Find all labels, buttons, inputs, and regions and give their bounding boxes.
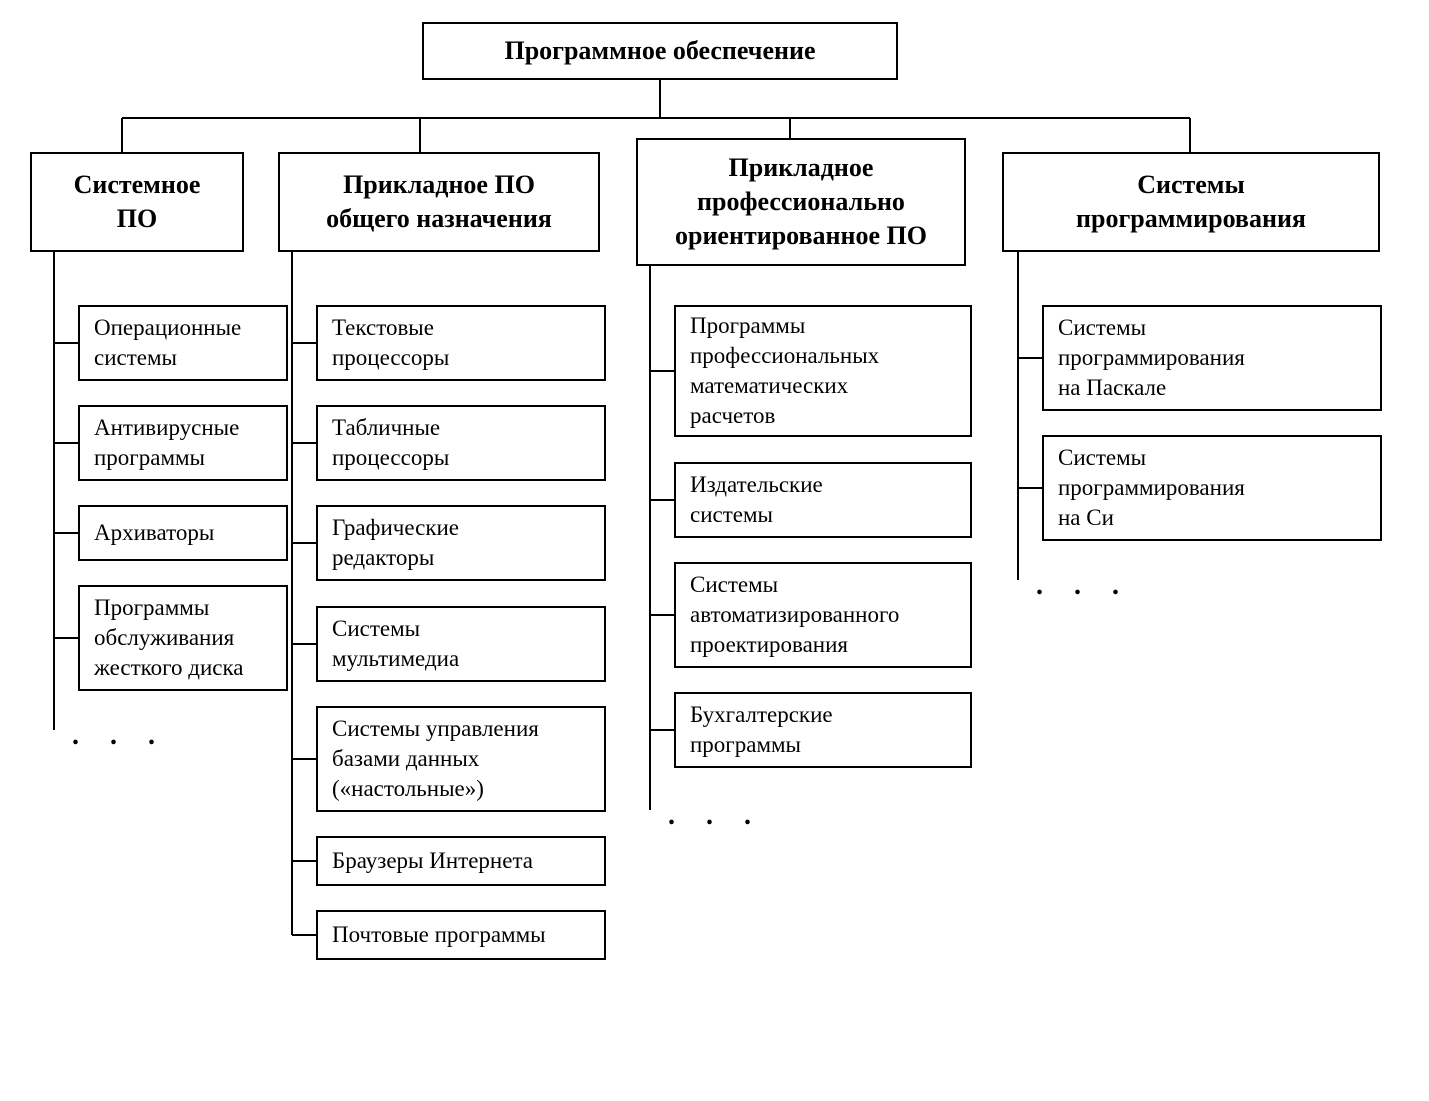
child-node: Бухгалтерскиепрограммы <box>674 692 972 768</box>
child-label: Системы управлениябазами данных(«настоль… <box>332 714 539 804</box>
branch-node-sistemy-programmirovaniya: Системыпрограммирования <box>1002 152 1380 252</box>
child-label: Операционныесистемы <box>94 313 241 373</box>
child-node: Системыавтоматизированногопроектирования <box>674 562 972 668</box>
child-label: Программыпрофессиональныхматематическихр… <box>690 311 879 431</box>
ellipsis: . . . <box>668 800 763 832</box>
child-label: Системымультимедиа <box>332 614 459 674</box>
child-node: Системы управлениябазами данных(«настоль… <box>316 706 606 812</box>
child-node: Почтовые программы <box>316 910 606 960</box>
child-label: Текстовыепроцессоры <box>332 313 449 373</box>
branch-label: Прикладное ПОобщего назначения <box>326 168 552 236</box>
branch-node-systemnoe-po: СистемноеПО <box>30 152 244 252</box>
child-label: Системыпрограммированияна Паскале <box>1058 313 1245 403</box>
ellipsis: . . . <box>1036 570 1131 602</box>
child-label: Антивирусныепрограммы <box>94 413 239 473</box>
child-label: Табличныепроцессоры <box>332 413 449 473</box>
root-label: Программное обеспечение <box>504 34 815 68</box>
root-node: Программное обеспечение <box>422 22 898 80</box>
child-label: Почтовые программы <box>332 920 546 950</box>
child-node: Текстовыепроцессоры <box>316 305 606 381</box>
child-label: Графическиередакторы <box>332 513 459 573</box>
child-node: Операционныесистемы <box>78 305 288 381</box>
child-label: Программыобслуживанияжесткого диска <box>94 593 244 683</box>
child-node: Программыобслуживанияжесткого диска <box>78 585 288 691</box>
branch-label: СистемноеПО <box>74 168 201 236</box>
child-node: Системыпрограммированияна Паскале <box>1042 305 1382 411</box>
child-label: Браузеры Интернета <box>332 846 533 876</box>
child-node: Издательскиесистемы <box>674 462 972 538</box>
child-node: Системымультимедиа <box>316 606 606 682</box>
branch-node-prikladnoe-prof: Прикладноепрофессиональноориентированное… <box>636 138 966 266</box>
child-node: Системыпрограммированияна Си <box>1042 435 1382 541</box>
child-node: Антивирусныепрограммы <box>78 405 288 481</box>
branch-node-prikladnoe-obshchego: Прикладное ПОобщего назначения <box>278 152 600 252</box>
ellipsis: . . . <box>72 720 167 752</box>
branch-label: Прикладноепрофессиональноориентированное… <box>675 151 927 252</box>
child-node: Браузеры Интернета <box>316 836 606 886</box>
child-label: Архиваторы <box>94 518 214 548</box>
child-label: Системыавтоматизированногопроектирования <box>690 570 899 660</box>
child-label: Системыпрограммированияна Си <box>1058 443 1245 533</box>
child-node: Программыпрофессиональныхматематическихр… <box>674 305 972 437</box>
branch-label: Системыпрограммирования <box>1076 168 1306 236</box>
child-node: Архиваторы <box>78 505 288 561</box>
child-label: Издательскиесистемы <box>690 470 823 530</box>
child-label: Бухгалтерскиепрограммы <box>690 700 833 760</box>
child-node: Табличныепроцессоры <box>316 405 606 481</box>
child-node: Графическиередакторы <box>316 505 606 581</box>
